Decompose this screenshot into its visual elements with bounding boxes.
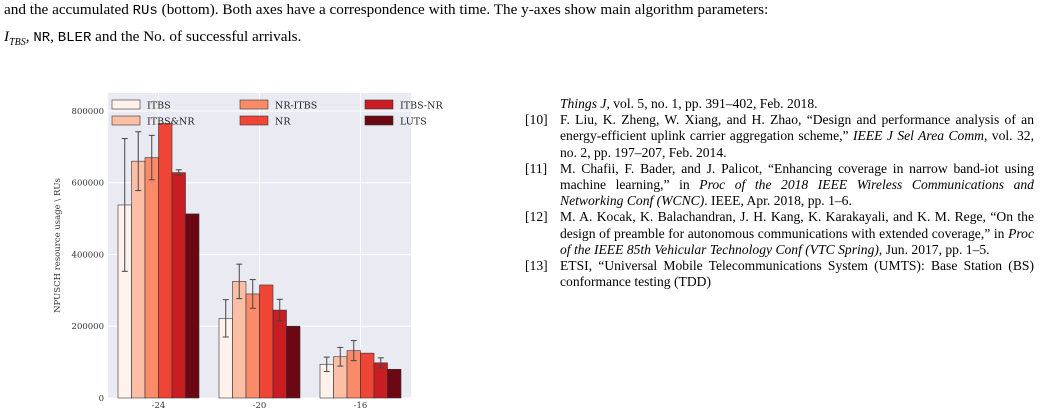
legend-swatch xyxy=(239,115,269,126)
reference-text: M. A. Kocak, K. Balachandran, J. H. Kang… xyxy=(560,209,1034,241)
legend-label: ITBS-NR xyxy=(400,101,443,112)
caption-line-1: and the accumulated RUs (bottom). Both a… xyxy=(4,0,1038,24)
caption-mono-rus: RUs xyxy=(132,3,158,19)
reference-number: [13] xyxy=(525,258,548,274)
caption-text: (bottom). Both axes have a correspondenc… xyxy=(157,1,769,18)
bar xyxy=(245,293,260,399)
y-tick-label: 600000 xyxy=(72,179,104,189)
bar xyxy=(144,157,159,399)
legend-swatch xyxy=(111,115,141,126)
reference-details: , Jun. 2017, pp. 1–5. xyxy=(878,241,990,257)
bar xyxy=(272,309,287,399)
legend-label: LUTS xyxy=(400,117,427,128)
reference-venue: Proc of the IEEE 85th Vehicular Technolo… xyxy=(560,225,1034,257)
bar xyxy=(185,213,200,399)
reference-number: [11] xyxy=(525,160,548,176)
reference-number: [12] xyxy=(525,209,548,225)
y-tick-label: 800000 xyxy=(72,107,104,117)
legend-label: ITBS&NR xyxy=(147,117,195,128)
reference-details: . IEEE, Apr. 2018, pp. 1–6. xyxy=(704,193,852,209)
reference-venue: IEEE J Sel Area Comm xyxy=(853,128,984,144)
bar xyxy=(387,368,402,399)
reference-journal: Things J xyxy=(560,96,607,111)
reference-text: M. Chafii, F. Bader, and J. Palicot, “En… xyxy=(560,160,1034,193)
caption-mono-nr: NR xyxy=(33,30,51,46)
caption-sep: , xyxy=(50,28,58,45)
reference-text: ETSI, “Universal Mobile Telecommunicatio… xyxy=(560,258,1034,290)
caption-line-2: ITBS, NR, BLER and the No. of successful… xyxy=(4,24,1038,55)
reference-details: , vol. 32, no. 2, pp. 197–207, Feb. 2014… xyxy=(560,128,1035,160)
bar xyxy=(131,160,146,399)
y-tick-label: 200000 xyxy=(72,322,104,332)
legend-label: ITBS xyxy=(147,101,171,112)
reference-details: , vol. 5, no. 1, pp. 391–402, Feb. 2018. xyxy=(606,96,818,111)
bar xyxy=(259,284,274,399)
reference-item: [13] ETSI, “Universal Mobile Telecommunic… xyxy=(519,258,1034,290)
caption-text: and the accumulated xyxy=(4,1,133,18)
bar xyxy=(171,172,186,399)
legend-label: NR-ITBS xyxy=(275,101,317,112)
reference-item: [10] F. Liu, K. Zheng, W. Xiang, and H. Z… xyxy=(519,112,1034,161)
caption-math-itbs: ITBS xyxy=(4,28,26,49)
figure-caption: and the accumulated RUs (bottom). Both a… xyxy=(4,0,1038,55)
reference-9-tail: Things J, vol. 5, no. 1, pp. 391–402, Fe… xyxy=(519,96,1034,112)
caption-text: and the No. of successful arrivals. xyxy=(91,28,302,45)
legend-swatch xyxy=(239,99,269,110)
references-list: Things J, vol. 5, no. 1, pp. 391–402, Fe… xyxy=(519,96,1034,290)
x-tick-label: -16 xyxy=(354,401,368,411)
y-axis-label: NPUSCH resource usage \ RUs xyxy=(53,178,63,313)
x-tick-label: -20 xyxy=(253,401,267,411)
bar xyxy=(360,352,375,399)
reference-item: [11] M. Chafii, F. Bader, and J. Palicot,… xyxy=(519,161,1034,210)
caption-mono-bler: BLER xyxy=(57,30,92,46)
legend-label: NR xyxy=(275,117,291,128)
legend-swatch xyxy=(111,99,141,110)
bar xyxy=(158,123,173,399)
bar xyxy=(286,325,301,399)
x-tick-label: -24 xyxy=(152,401,166,411)
reference-number: [10] xyxy=(525,112,548,128)
y-tick-label: 0 xyxy=(99,394,104,404)
reference-item: [12] M. A. Kocak, K. Balachandran, J. H. … xyxy=(519,209,1034,258)
reference-venue: Proc of the 2018 IEEE Wireless Communica… xyxy=(560,177,1034,209)
legend-swatch xyxy=(364,99,394,110)
reference-text: F. Liu, K. Zheng, W. Xiang, and H. Zhao,… xyxy=(560,112,1034,144)
y-tick-label: 400000 xyxy=(72,250,104,260)
legend-swatch xyxy=(364,115,394,126)
caption-sep: , xyxy=(25,28,34,45)
